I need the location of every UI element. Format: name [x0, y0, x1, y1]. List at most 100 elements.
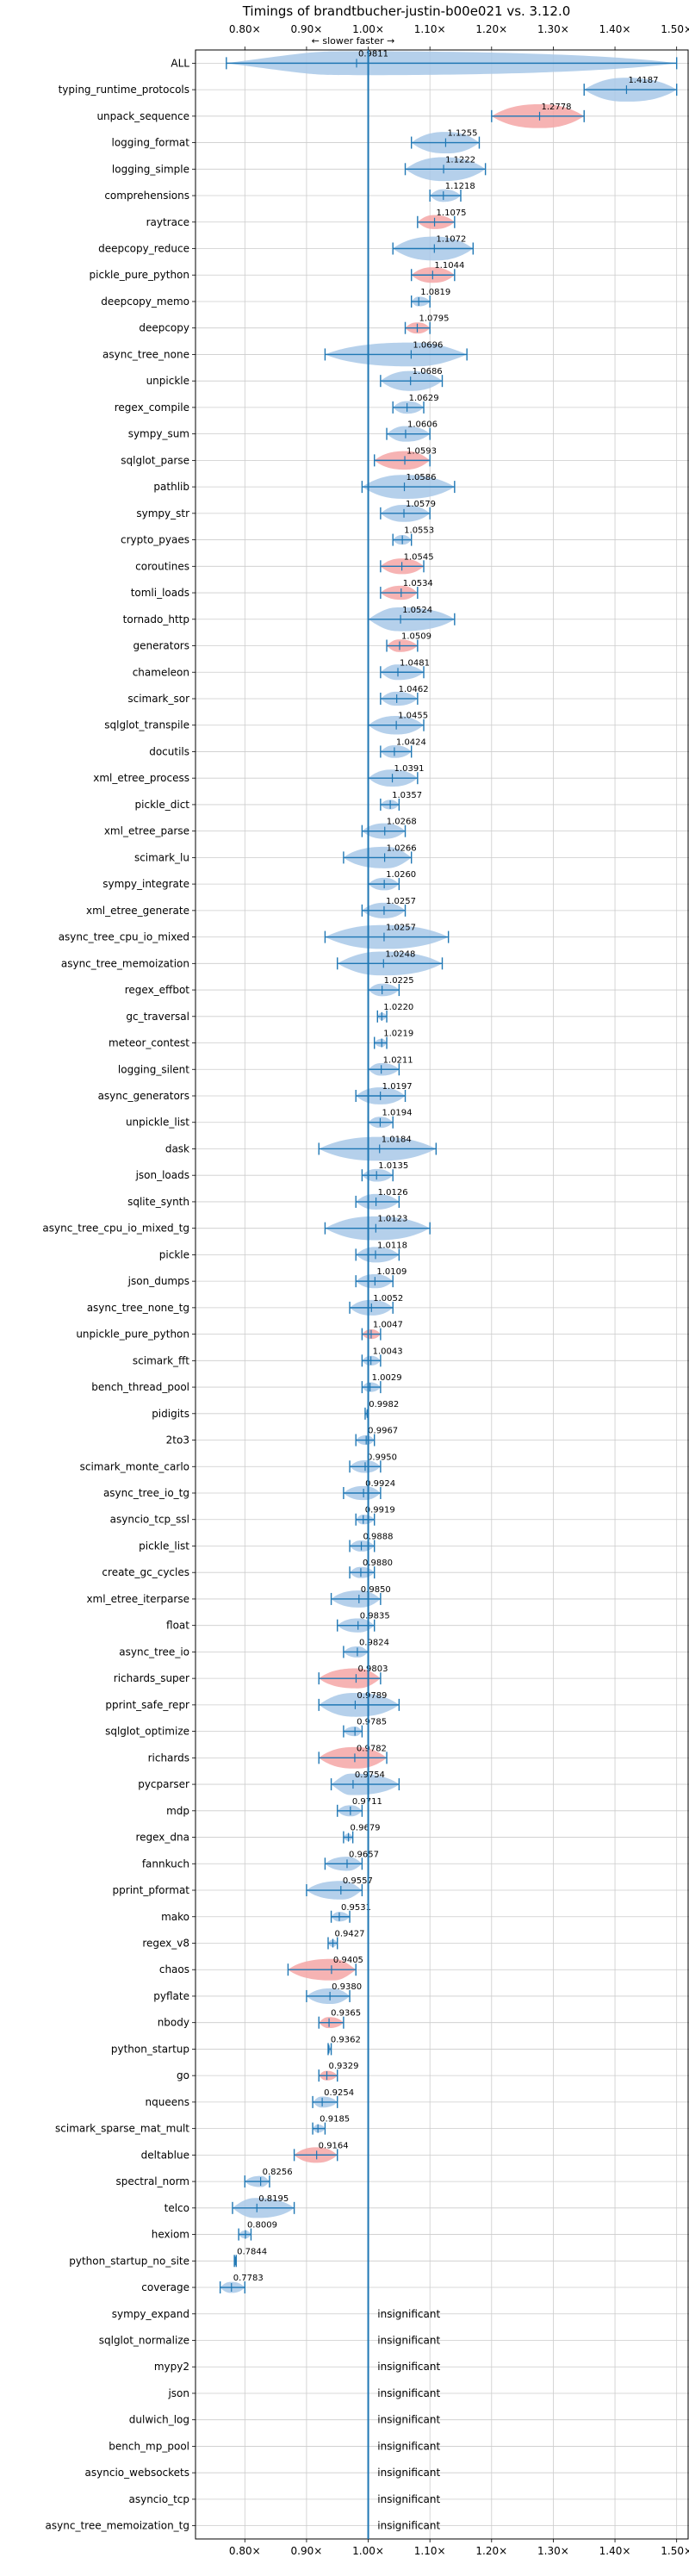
x-tick-label-top: 1.40× [599, 23, 631, 35]
axis-layer: ALL typing_runtime_protocols unpack_sequen… [42, 23, 689, 2557]
value-label: 1.0257 [386, 924, 416, 933]
benchmark-label: pyflate [153, 1990, 189, 2002]
benchmark-label: logging_silent [118, 1063, 189, 1075]
value-label: 0.9850 [361, 1585, 391, 1595]
benchmark-label: richards_super [114, 1672, 189, 1684]
benchmark-label: xml_etree_generate [86, 905, 189, 917]
benchmark-label: 2to3 [166, 1434, 189, 1447]
value-label: 0.8009 [247, 2221, 277, 2231]
insignificant-label: insignificant [377, 2414, 440, 2426]
value-label: 0.7783 [233, 2274, 264, 2283]
x-tick-label-top: 1.00× [352, 23, 384, 35]
value-label: 1.0391 [394, 764, 425, 774]
value-label: 1.0225 [384, 976, 414, 986]
benchmark-label: fannkuch [142, 1857, 189, 1870]
value-label: 1.1072 [436, 235, 466, 245]
benchmark-label: sympy_str [136, 507, 189, 520]
value-label: 1.1255 [447, 129, 477, 139]
benchmark-label: regex_effbot [125, 984, 190, 996]
violin-layer [219, 51, 678, 2294]
value-label: 1.0509 [401, 632, 431, 642]
value-label: 1.0219 [383, 1030, 413, 1039]
insignificant-label: insignificant [377, 2520, 440, 2532]
value-label: 0.9380 [332, 1982, 362, 1992]
value-label: 0.9329 [328, 2062, 358, 2071]
benchmark-label: float [166, 1620, 189, 1632]
benchmark-label: async_tree_memoization_tg [46, 2520, 189, 2532]
benchmark-label: coverage [141, 2281, 189, 2293]
benchmark-label: dask [165, 1142, 189, 1154]
x-tick-label-bottom: 1.30× [537, 2545, 569, 2557]
value-label: 0.9880 [363, 1559, 393, 1568]
value-label: 0.9919 [365, 1506, 395, 1515]
value-label: 1.0545 [404, 552, 434, 562]
value-label: 1.1218 [445, 182, 475, 191]
value-label: 0.9254 [324, 2088, 354, 2098]
value-label: 0.9924 [365, 1479, 395, 1489]
value-label: 1.0462 [399, 685, 429, 694]
benchmark-label: crypto_pyaes [121, 534, 189, 546]
value-label: 1.0266 [387, 843, 417, 853]
x-tick-label-bottom: 1.20× [475, 2545, 507, 2557]
benchmark-label: async_generators [98, 1090, 189, 1102]
benchmark-label: pickle_dict [135, 799, 190, 811]
value-label: 0.9967 [368, 1427, 398, 1436]
benchmark-label: scimark_monte_carlo [80, 1460, 189, 1472]
value-label: 1.2778 [542, 103, 572, 112]
benchmark-label: python_startup_no_site [69, 2255, 189, 2267]
value-label: 0.9785 [357, 1718, 387, 1727]
value-label: 1.0534 [403, 579, 433, 588]
value-label: 1.0629 [409, 394, 439, 403]
value-label: 1.0424 [396, 737, 426, 747]
value-label: 1.4187 [628, 76, 658, 85]
value-label: 0.9811 [358, 49, 388, 59]
value-label: 1.0686 [413, 367, 443, 376]
value-label: 1.0194 [382, 1109, 412, 1118]
benchmark-label: pickle [159, 1248, 189, 1260]
value-label: 0.9950 [367, 1453, 397, 1462]
benchmark-label: regex_v8 [142, 1937, 189, 1949]
chart-title: Timings of brandtbucher-justin-b00e021 v… [242, 3, 571, 19]
benchmark-label: sqlglot_optimize [105, 1726, 189, 1738]
x-tick-label-bottom: 0.80× [229, 2545, 261, 2557]
benchmark-label: raytrace [146, 216, 189, 228]
benchmark-label: logging_simple [112, 163, 189, 175]
benchmark-label: pickle_list [139, 1540, 189, 1552]
insignificant-label: insignificant [377, 2387, 440, 2399]
benchmark-label: deltablue [141, 2149, 189, 2161]
benchmark-label: create_gc_cycles [102, 1566, 189, 1578]
benchmark-label: pickle_pure_python [90, 269, 189, 281]
value-label: 1.0123 [377, 1215, 407, 1224]
benchmark-label: pathlib [153, 481, 189, 493]
value-label: 1.0795 [419, 314, 449, 324]
value-label: 1.0593 [407, 446, 437, 456]
value-label: 0.9557 [343, 1876, 373, 1886]
benchmark-label: chameleon [133, 666, 189, 678]
benchmark-label: go [177, 2069, 189, 2081]
insignificant-label: insignificant [377, 2361, 440, 2373]
value-label: 0.9888 [363, 1532, 394, 1541]
value-label: 1.0257 [386, 897, 416, 906]
value-label: 0.9835 [360, 1612, 390, 1621]
value-label: 1.0579 [406, 500, 436, 509]
benchmark-label: sympy_sum [128, 428, 189, 440]
benchmark-label: xml_etree_process [93, 772, 189, 784]
value-label: 1.0819 [420, 288, 450, 297]
insignificant-label: insignificant [377, 2334, 440, 2346]
benchmark-label: pprint_pformat [113, 1884, 190, 1896]
benchmark-label: hexiom [152, 2229, 189, 2241]
benchmark-label: richards [148, 1752, 189, 1764]
benchmark-label: json_dumps [127, 1275, 189, 1287]
benchmark-label: scimark_sor [127, 693, 189, 705]
value-label: 1.0184 [382, 1135, 412, 1144]
x-tick-label-top: 0.90× [291, 23, 323, 35]
benchmark-label: mako [161, 1911, 189, 1923]
x-tick-label-top: 1.20× [475, 23, 507, 35]
benchmark-label: nbody [158, 2017, 189, 2029]
benchmark-label: tomli_loads [131, 587, 189, 599]
benchmark-label: regex_compile [115, 401, 189, 414]
x-tick-label-bottom: 1.00× [352, 2545, 384, 2557]
benchmark-label: json [167, 2387, 189, 2399]
value-label: 1.0043 [373, 1347, 403, 1356]
